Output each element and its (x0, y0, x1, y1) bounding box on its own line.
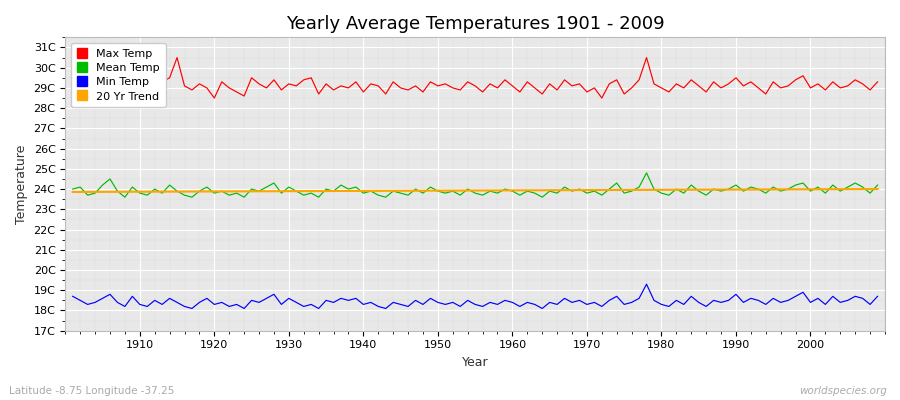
Mean Temp (134, 191, 145, 196)
Max Temp (172, 55, 183, 60)
Y-axis label: Temperature: Temperature (15, 144, 28, 224)
Max Temp (611, 78, 622, 82)
Min Temp (641, 282, 652, 286)
Legend: Max Temp, Mean Temp, Min Temp, 20 Yr Trend: Max Temp, Mean Temp, Min Temp, 20 Yr Tre… (71, 43, 166, 107)
20 Yr Trend (68, 190, 78, 194)
Max Temp (872, 80, 883, 84)
Text: worldspecies.org: worldspecies.org (798, 386, 886, 396)
Max Temp (522, 80, 533, 84)
Min Temp (515, 304, 526, 309)
20 Yr Trend (127, 189, 138, 194)
20 Yr Trend (507, 188, 517, 193)
20 Yr Trend (291, 189, 302, 194)
Min Temp (186, 306, 197, 311)
Max Temp (515, 90, 526, 94)
Mean Temp (604, 187, 615, 192)
Mean Temp (298, 193, 309, 198)
Line: Mean Temp: Mean Temp (73, 173, 878, 197)
Max Temp (209, 96, 220, 100)
Min Temp (507, 300, 517, 305)
Max Temp (68, 82, 78, 86)
Mean Temp (515, 193, 526, 198)
Min Temp (298, 304, 309, 309)
Mean Temp (872, 183, 883, 188)
Min Temp (604, 298, 615, 303)
20 Yr Trend (597, 188, 608, 192)
Mean Temp (343, 187, 354, 192)
Min Temp (68, 294, 78, 299)
Title: Yearly Average Temperatures 1901 - 2009: Yearly Average Temperatures 1901 - 2009 (286, 15, 664, 33)
Line: Max Temp: Max Temp (73, 58, 878, 98)
Min Temp (872, 294, 883, 299)
Min Temp (127, 294, 138, 299)
Mean Temp (120, 195, 130, 200)
Line: Min Temp: Min Temp (73, 284, 878, 308)
Min Temp (343, 298, 354, 303)
Line: 20 Yr Trend: 20 Yr Trend (73, 189, 878, 192)
X-axis label: Year: Year (462, 356, 489, 369)
20 Yr Trend (336, 188, 346, 193)
Max Temp (306, 76, 317, 80)
20 Yr Trend (872, 187, 883, 192)
Max Temp (127, 90, 138, 94)
Mean Temp (641, 170, 652, 175)
Mean Temp (68, 187, 78, 192)
Max Temp (350, 80, 361, 84)
Mean Temp (507, 189, 517, 194)
20 Yr Trend (500, 188, 510, 193)
Text: Latitude -8.75 Longitude -37.25: Latitude -8.75 Longitude -37.25 (9, 386, 175, 396)
